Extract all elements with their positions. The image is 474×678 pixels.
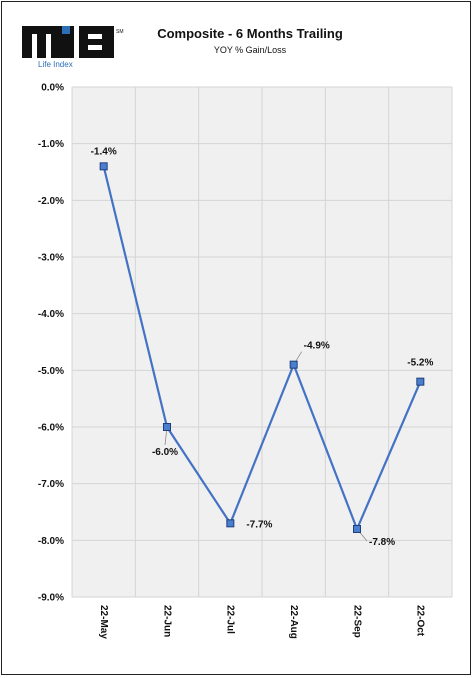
mib-logo: SM: [22, 24, 132, 74]
data-label: -4.9%: [304, 341, 330, 352]
x-axis: 22-May 22-Jun 22-Jul 22-Aug 22-Sep 22-Oct: [98, 605, 426, 639]
data-point: [163, 423, 171, 431]
data-label: -5.2%: [407, 358, 433, 369]
x-tick-label: 22-May: [98, 605, 109, 639]
data-point: [353, 525, 361, 533]
logo-subtitle: Life Index: [38, 60, 73, 69]
x-tick-label: 22-Jul: [225, 605, 236, 634]
y-tick-label: -1.0%: [38, 139, 64, 150]
data-point: [99, 162, 108, 171]
data-label: -7.8%: [369, 537, 395, 548]
y-tick-label: -2.0%: [38, 196, 64, 207]
x-tick-label: 22-Jun: [161, 605, 172, 637]
data-label: -7.7%: [246, 519, 272, 530]
logo-tm: SM: [116, 29, 124, 35]
mib-logo-mark: SM: [22, 26, 124, 58]
y-tick-label: -7.0%: [38, 479, 64, 490]
series-line: [102, 166, 422, 532]
chart-title: Composite - 6 Months Trailing: [157, 26, 343, 41]
gridlines: [71, 86, 453, 598]
x-tick-label: 22-Sep: [351, 605, 362, 638]
x-tick-label: 22-Aug: [288, 605, 299, 639]
y-tick-label: -4.0%: [38, 309, 64, 320]
y-tick-label: -8.0%: [38, 536, 64, 547]
y-tick-label: -5.0%: [38, 366, 64, 377]
data-points: [99, 162, 425, 533]
data-label: -1.4%: [91, 146, 117, 157]
x-tick-label: 22-Oct: [415, 605, 426, 637]
y-tick-label: -9.0%: [38, 593, 64, 604]
data-point: [289, 360, 298, 369]
y-tick-label: -3.0%: [38, 253, 64, 264]
data-point: [226, 519, 235, 528]
data-label: -6.0%: [152, 447, 178, 458]
data-labels: -1.4% -6.0% -7.7% -4.9% -7.8% -5.2%: [91, 146, 434, 548]
y-axis: 0.0% -1.0% -2.0% -3.0% -4.0% -5.0% -6.0% -7.0% -…: [38, 83, 64, 604]
y-tick-label: 0.0%: [41, 83, 64, 94]
chart-subtitle: YOY % Gain/Loss: [213, 45, 287, 55]
y-tick-label: -6.0%: [38, 423, 64, 434]
data-point: [416, 377, 425, 386]
